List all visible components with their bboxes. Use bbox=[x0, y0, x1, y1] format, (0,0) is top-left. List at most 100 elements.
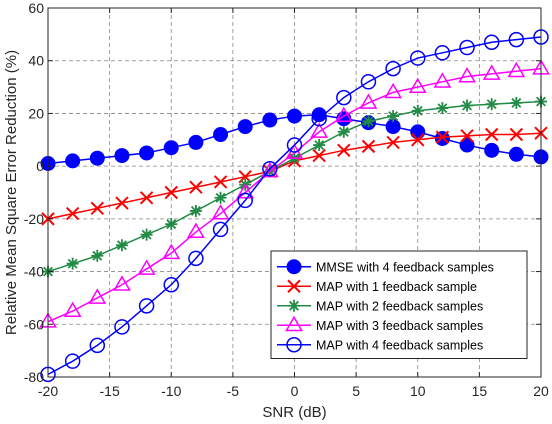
y-tick-label: -60 bbox=[24, 316, 44, 332]
series-2-point bbox=[386, 135, 400, 150]
series-5-point bbox=[336, 89, 352, 106]
series-3-point bbox=[66, 257, 79, 270]
ticks: -20 -15 -10 -5 0 5 10 15 20 -80 -60 -40 -20 0 20 40 60 bbox=[24, 0, 549, 399]
x-axis-label: SNR (dB) bbox=[262, 404, 326, 421]
y-tick-label: 40 bbox=[28, 53, 44, 69]
series-2-point bbox=[484, 127, 499, 142]
series-5-point bbox=[64, 353, 81, 369]
series-5-point bbox=[410, 50, 426, 66]
series-1-point bbox=[188, 134, 204, 150]
y-axis-label: Relative Mean Square Error Reduction (%) bbox=[3, 50, 20, 335]
x-tick-label: 20 bbox=[533, 383, 549, 399]
legend-swatch-marker bbox=[288, 299, 300, 312]
legend-label: MMSE with 4 feedback samples bbox=[316, 260, 494, 274]
series-2-point bbox=[164, 185, 178, 200]
series-5-point bbox=[138, 298, 155, 314]
series-4-point bbox=[359, 93, 378, 109]
series-4-line bbox=[47, 67, 542, 323]
series-2-point bbox=[65, 206, 80, 221]
series-3-point bbox=[387, 110, 400, 123]
series-2-point bbox=[460, 129, 474, 143]
series-4-point bbox=[63, 301, 82, 318]
series-1-point bbox=[311, 107, 327, 123]
series-5-point bbox=[508, 31, 525, 48]
series-2-point bbox=[411, 133, 425, 147]
series-2-point bbox=[361, 139, 376, 154]
x-tick-label: 0 bbox=[291, 383, 299, 399]
y-tick-label: -20 bbox=[24, 211, 44, 227]
legend-item-1: MMSE with 4 feedback samples bbox=[277, 259, 494, 275]
series-3-point bbox=[411, 104, 424, 117]
series-5-point bbox=[163, 277, 179, 293]
series-5-point bbox=[89, 337, 106, 354]
series-2-point bbox=[115, 196, 129, 210]
series-1-point bbox=[237, 119, 253, 135]
series-4-point bbox=[310, 122, 329, 138]
series-3-point bbox=[485, 98, 498, 111]
legend-item-4: MAP with 3 feedback samples bbox=[277, 315, 483, 333]
series-4-point bbox=[236, 182, 255, 199]
series-2-point bbox=[337, 143, 351, 158]
series-2-point bbox=[213, 175, 228, 189]
series-5-point bbox=[237, 192, 253, 209]
series-5-line bbox=[47, 36, 542, 376]
series-4-point bbox=[137, 259, 156, 275]
series-4-point bbox=[507, 61, 526, 78]
series-3-point bbox=[140, 228, 153, 241]
series-4-point bbox=[211, 204, 230, 220]
legend-label: MAP with 2 feedback samples bbox=[316, 299, 483, 313]
series-2-point bbox=[189, 180, 203, 194]
series-5-point bbox=[286, 137, 303, 153]
series-1-point bbox=[213, 127, 229, 143]
series-3-point bbox=[91, 249, 104, 262]
series-5 bbox=[40, 29, 549, 383]
series-1-point bbox=[508, 146, 524, 162]
x-tick-label: 10 bbox=[410, 383, 426, 399]
legend-label: MAP with 4 feedback samples bbox=[316, 338, 483, 352]
legend-label: MAP with 1 feedback sample bbox=[316, 280, 477, 294]
series-5-point bbox=[188, 250, 204, 267]
series-4-point bbox=[260, 161, 279, 178]
series-5-point bbox=[360, 74, 377, 90]
series-3-point bbox=[189, 204, 202, 217]
legend: MMSE with 4 feedback samples MAP with 1 f… bbox=[270, 250, 528, 359]
series-1-point bbox=[114, 148, 130, 164]
series-3-point bbox=[461, 99, 474, 112]
legend-item-3: MAP with 2 feedback samples bbox=[277, 299, 483, 313]
y-tick-label: 20 bbox=[28, 105, 44, 121]
series-3-point bbox=[436, 102, 449, 115]
series-1-point bbox=[287, 108, 302, 124]
series-1-point bbox=[459, 137, 475, 153]
series-1-point bbox=[65, 153, 81, 169]
series-4-point bbox=[433, 72, 452, 88]
series-2-point bbox=[312, 148, 326, 163]
series-4-point bbox=[408, 77, 427, 94]
series-4-point bbox=[334, 106, 353, 123]
series-1-point bbox=[163, 140, 179, 156]
series-4-point bbox=[458, 67, 476, 83]
legend-swatch-marker bbox=[285, 315, 303, 332]
legend-box bbox=[270, 250, 528, 359]
series-1 bbox=[40, 107, 549, 172]
series-4-point bbox=[162, 243, 181, 260]
series-5-point bbox=[212, 221, 229, 238]
legend-label: MAP with 3 feedback samples bbox=[316, 319, 483, 333]
series-4-point bbox=[113, 275, 131, 291]
series-3-point bbox=[362, 115, 375, 128]
series-1-point bbox=[262, 112, 278, 128]
series-1-point bbox=[139, 145, 155, 161]
y-tick-label: -80 bbox=[24, 369, 44, 385]
y-tick-label: 60 bbox=[28, 0, 44, 16]
series-3-point bbox=[165, 218, 178, 231]
series-4-point bbox=[482, 64, 501, 80]
series-1-point bbox=[89, 150, 105, 166]
legend-swatch-marker bbox=[287, 279, 301, 293]
series-layer bbox=[39, 29, 550, 383]
x-tick-label: -10 bbox=[161, 383, 181, 399]
legend-swatch-marker bbox=[286, 337, 302, 353]
x-tick-label: -20 bbox=[38, 383, 58, 399]
series-3-point bbox=[313, 139, 326, 152]
y-tick-label: -40 bbox=[24, 264, 44, 280]
series-2-point bbox=[509, 127, 524, 142]
